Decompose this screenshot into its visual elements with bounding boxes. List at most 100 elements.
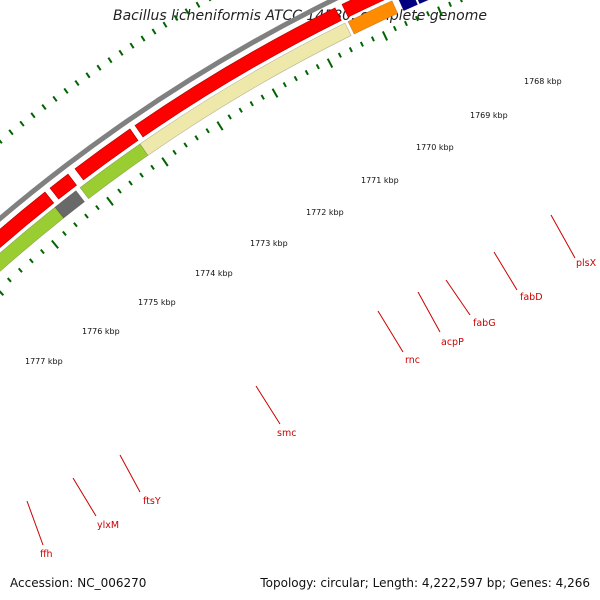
outer-tick [195, 1, 201, 8]
inner-tick [359, 41, 364, 47]
inner-tick [216, 121, 224, 131]
inner-tick [337, 52, 342, 58]
inner-tick [84, 213, 89, 219]
inner-tick [370, 36, 375, 42]
inner-tick [6, 277, 12, 283]
inner-tick [293, 75, 298, 82]
kbp-label: 1771 kbp [361, 176, 399, 185]
inner-tick [73, 222, 78, 228]
callout-line-ffh [26, 500, 44, 546]
inner-tick [139, 172, 144, 178]
outer-tick [19, 120, 25, 127]
outer-tick [140, 35, 146, 42]
outer-tick [151, 28, 157, 35]
outer-tick [118, 49, 124, 56]
cds-arrow-3 [134, 7, 342, 138]
inner-tick [227, 114, 232, 120]
gene-fabG [417, 0, 430, 5]
inner-tick [249, 101, 254, 107]
outer-tick [107, 57, 113, 64]
gene-label-ffh: ffh [40, 549, 53, 560]
gene-label-ftsY: ftsY [143, 496, 161, 507]
inner-tick [150, 164, 155, 171]
gene-label-fabG: fabG [473, 318, 496, 329]
gene-label-rnc: rnc [405, 355, 420, 366]
outer-tick [85, 72, 91, 79]
inner-tick [448, 1, 452, 8]
inner-tick [415, 15, 419, 22]
inner-tick [238, 107, 243, 113]
kbp-label: 1772 kbp [306, 208, 344, 217]
inner-tick [194, 135, 199, 141]
gene-label-ylxM: ylxM [97, 520, 119, 531]
inner-tick [95, 204, 100, 211]
outer-tick-marks [0, 0, 212, 144]
callout-line-smc [255, 385, 281, 425]
inner-tick-marks [0, 0, 463, 296]
inner-tick [51, 239, 59, 249]
inner-tick [205, 128, 210, 134]
outer-tick [41, 104, 47, 111]
inner-tick [128, 180, 133, 186]
inner-tick [426, 11, 430, 17]
outer-tick [162, 21, 168, 28]
inner-tick [392, 25, 397, 32]
gene-label-fabD: fabD [520, 292, 543, 303]
kbp-label: 1775 kbp [138, 298, 176, 307]
inner-tick [161, 157, 169, 167]
genome-backbone [0, 0, 339, 222]
inner-tick [315, 63, 320, 70]
kbp-label: 1769 kbp [470, 111, 508, 120]
inner-tick [404, 20, 408, 27]
inner-tick [183, 142, 188, 148]
cds-arrow-1 [49, 173, 77, 200]
kbp-labels: 1768 kbp 1769 kbp 1770 kbp 1771 kbp 1772 kbp… [25, 77, 562, 366]
genome-summary-text: Topology: circular; Length: 4,222,597 bp… [260, 576, 590, 590]
callout-line-ylxM [72, 477, 97, 517]
inner-tick [260, 94, 265, 100]
kbp-label: 1777 kbp [25, 357, 63, 366]
gene-rnc [347, 0, 399, 35]
inner-tick [17, 267, 23, 273]
outer-tick [96, 64, 102, 71]
inner-tick [437, 6, 443, 17]
outer-tick [184, 8, 190, 15]
gene-ftsY [79, 143, 149, 200]
callout-line-rnc [377, 310, 404, 353]
gene-label-smc: smc [277, 428, 296, 439]
outer-tick [173, 14, 179, 21]
outer-tick [52, 95, 58, 102]
kbp-label: 1770 kbp [416, 143, 454, 152]
inner-tick [117, 188, 122, 194]
callout-line-fabD [493, 251, 518, 291]
gene-smc [139, 22, 352, 156]
inner-tick [28, 258, 34, 264]
inner-tick [62, 230, 67, 237]
inner-tick [282, 81, 287, 88]
callout-line-acpP [417, 291, 441, 333]
kbp-label: 1776 kbp [82, 327, 120, 336]
outer-tick [0, 139, 3, 144]
outer-tick [30, 112, 36, 119]
gene-ylxM [54, 190, 85, 219]
inner-tick [381, 30, 389, 41]
gene-label-acpP: acpP [441, 337, 464, 348]
inner-tick [40, 248, 45, 255]
kbp-label: 1768 kbp [524, 77, 562, 86]
kbp-label: 1774 kbp [195, 269, 233, 278]
inner-tick [106, 196, 114, 206]
cds-arrow-2 [74, 128, 139, 181]
inner-tick [304, 69, 309, 76]
inner-tick [0, 290, 5, 296]
callout-line-ftsY [119, 454, 141, 493]
gene-features [0, 0, 430, 272]
accession-text: Accession: NC_006270 [10, 576, 147, 590]
outer-tick [129, 42, 135, 49]
outer-tick [208, 0, 212, 2]
gene-label-plsX: plsX [576, 258, 597, 269]
outer-tick [74, 79, 80, 87]
gene-acpP [398, 0, 419, 12]
gene-callouts: plsX fabD fabG acpP rnc smc ftsY ylxM ffh [26, 214, 597, 560]
inner-tick [348, 46, 353, 53]
